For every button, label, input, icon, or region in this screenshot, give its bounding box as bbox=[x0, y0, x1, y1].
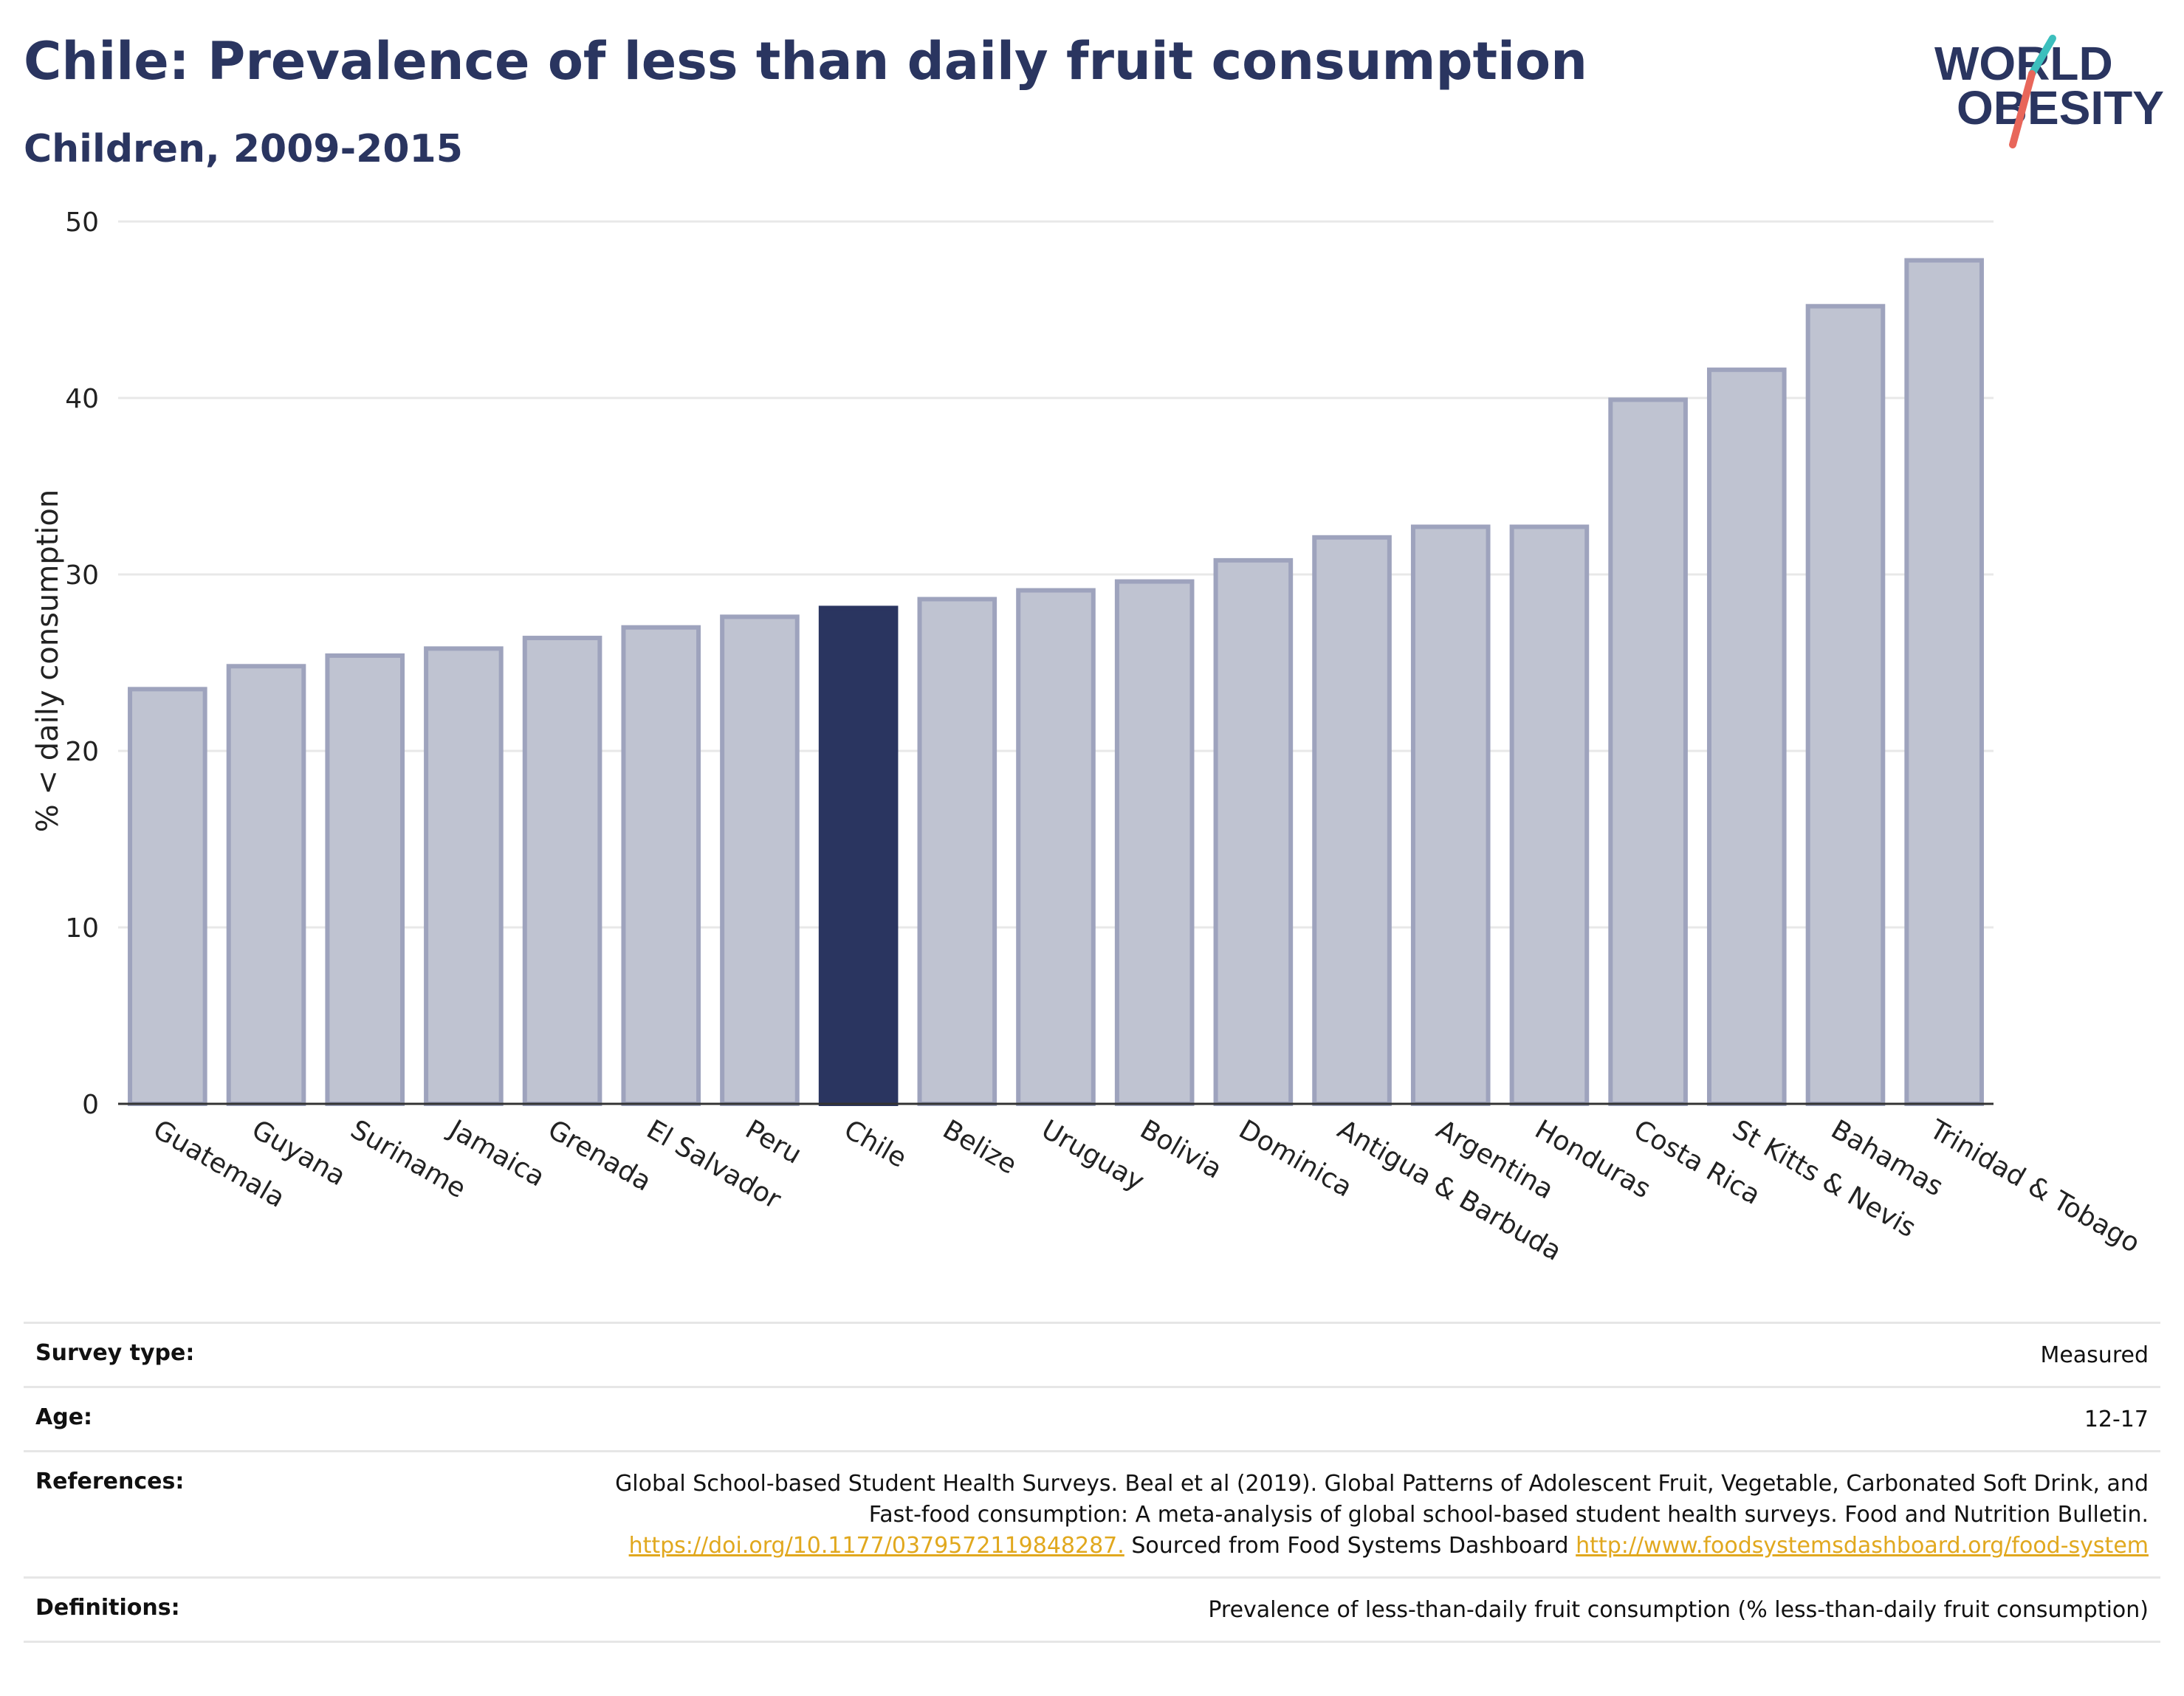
bar-guyana[interactable] bbox=[226, 664, 306, 1106]
age-value: 12-17 bbox=[2084, 1407, 2149, 1432]
age-label: Age: bbox=[35, 1404, 93, 1430]
chart-title: Chile: Prevalence of less than daily fru… bbox=[24, 31, 1587, 92]
bar-el-salvador[interactable] bbox=[621, 625, 701, 1106]
sourced-from-text: Sourced from Food Systems Dashboard bbox=[1131, 1533, 1569, 1559]
bar-belize[interactable] bbox=[917, 597, 997, 1106]
x-tick-label: Dominica bbox=[1234, 1114, 1357, 1203]
y-tick-label: 20 bbox=[65, 737, 99, 767]
x-tick-label: Trinidad & Tobago bbox=[1924, 1114, 2145, 1259]
bar-suriname[interactable] bbox=[325, 653, 405, 1106]
bar-st-kitts-nevis[interactable] bbox=[1706, 367, 1787, 1106]
bars bbox=[128, 258, 1984, 1107]
y-tick-label: 40 bbox=[65, 384, 99, 414]
bar-bolivia[interactable] bbox=[1114, 579, 1195, 1106]
y-tick-label: 30 bbox=[65, 560, 99, 591]
survey-type-label: Survey type: bbox=[35, 1340, 195, 1366]
bar-costa-rica[interactable] bbox=[1608, 397, 1688, 1106]
x-tick-label: Peru bbox=[740, 1114, 806, 1170]
bar-argentina[interactable] bbox=[1410, 524, 1491, 1107]
bar-trinidad-tobago[interactable] bbox=[1904, 258, 1984, 1107]
x-tick-label: Grenada bbox=[543, 1114, 656, 1197]
info-table: Survey type: Measured Age: 12-17 Referen… bbox=[24, 1322, 2160, 1643]
survey-type-value: Measured bbox=[2040, 1342, 2149, 1368]
y-tick-label: 10 bbox=[65, 913, 99, 944]
bar-chart: 01020304050GuatemalaGuyanaSurinameJamaic… bbox=[31, 207, 2145, 1267]
food-systems-dashboard-link[interactable]: http://www.foodsystemsdashboard.org/food… bbox=[1576, 1533, 2149, 1559]
bar-uruguay[interactable] bbox=[1016, 588, 1096, 1106]
bar-guatemala[interactable] bbox=[128, 687, 207, 1106]
bar-grenada[interactable] bbox=[522, 636, 602, 1106]
bar-bahamas[interactable] bbox=[1805, 303, 1886, 1107]
bar-honduras[interactable] bbox=[1509, 524, 1590, 1107]
definitions-value: Prevalence of less-than-daily fruit cons… bbox=[1208, 1597, 2149, 1623]
bar-antigua-barbuda[interactable] bbox=[1312, 535, 1392, 1106]
logo-word-world: WORLD bbox=[1934, 37, 2113, 90]
world-obesity-logo: WORLD OBESITY bbox=[1934, 35, 2164, 148]
info-row-references: References: Global School-based Student … bbox=[24, 1450, 2160, 1576]
info-row-survey-type: Survey type: Measured bbox=[24, 1322, 2160, 1386]
x-tick-label: Chile bbox=[839, 1114, 912, 1174]
bar-dominica[interactable] bbox=[1213, 557, 1294, 1106]
x-tick-label: Bolivia bbox=[1135, 1114, 1227, 1185]
info-row-age: Age: 12-17 bbox=[24, 1386, 2160, 1450]
logo-slash-teal bbox=[2028, 35, 2056, 78]
logo-slash-coral bbox=[2009, 70, 2036, 148]
x-tick-label: Uruguay bbox=[1037, 1114, 1150, 1197]
x-tick-label: Belize bbox=[938, 1114, 1022, 1180]
y-tick-label: 50 bbox=[65, 207, 99, 238]
bar-chile[interactable] bbox=[818, 605, 899, 1106]
references-label: References: bbox=[35, 1469, 185, 1494]
y-tick-label: 0 bbox=[82, 1090, 99, 1120]
bar-peru[interactable] bbox=[720, 614, 800, 1106]
chart-subtitle: Children, 2009-2015 bbox=[24, 127, 463, 171]
references-value: Global School-based Student Health Surve… bbox=[598, 1469, 2149, 1562]
logo-word-obesity: OBESITY bbox=[1957, 81, 2164, 134]
definitions-label: Definitions: bbox=[35, 1595, 180, 1621]
y-axis-label: % < daily consumption bbox=[31, 490, 65, 832]
references-text: Global School-based Student Health Surve… bbox=[615, 1471, 2149, 1528]
doi-link[interactable]: https://doi.org/10.1177/0379572119848287… bbox=[628, 1533, 1124, 1559]
info-row-definitions: Definitions: Prevalence of less-than-dai… bbox=[24, 1576, 2160, 1643]
bar-jamaica[interactable] bbox=[424, 646, 504, 1106]
